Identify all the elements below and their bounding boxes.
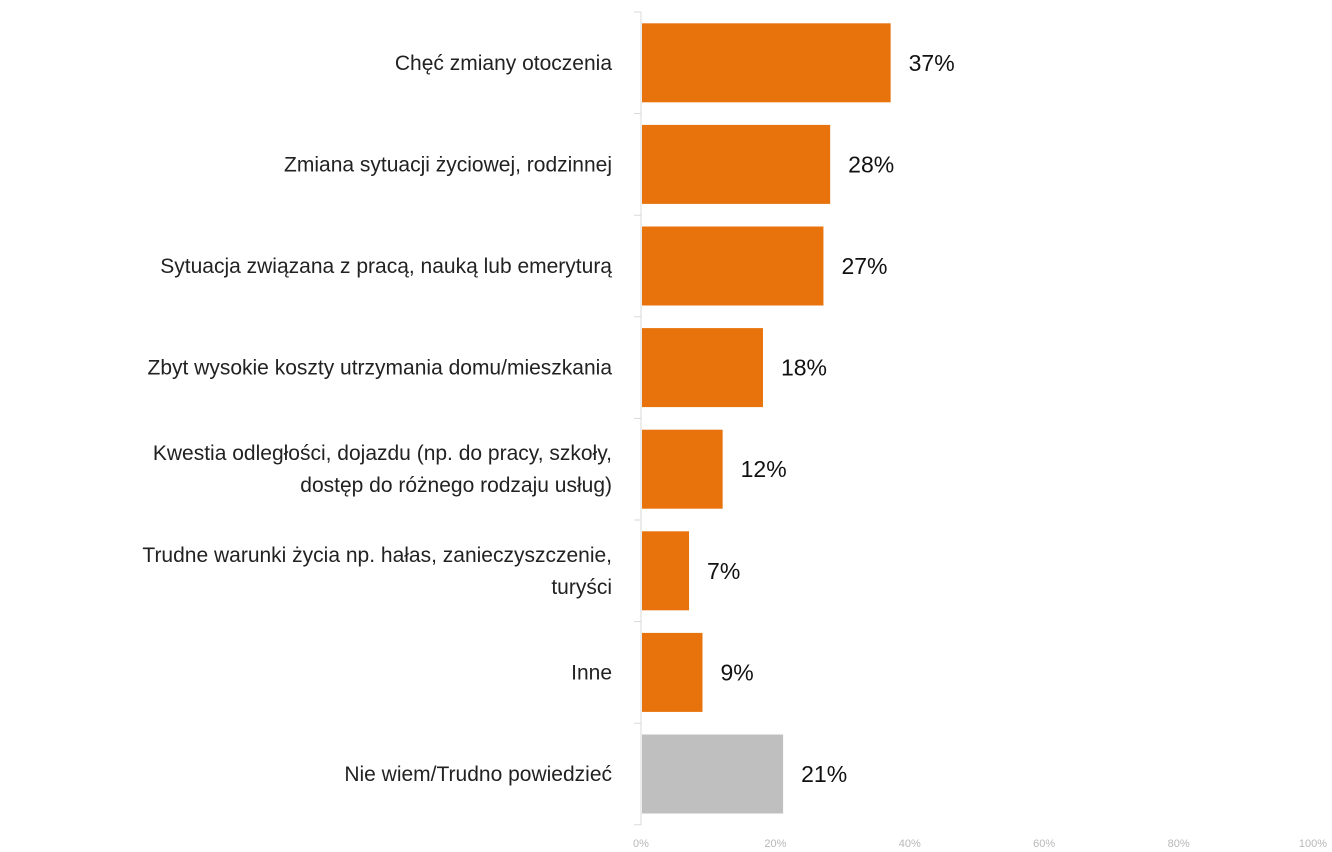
x-tick-label: 0% [633,838,649,850]
category-label: Sytuacja związana z pracą, nauką lub eme… [160,255,612,278]
data-label: 37% [909,50,955,76]
data-label: 28% [848,151,894,177]
bar [642,531,690,611]
category-label: Nie wiem/Trudno powiedzieć [344,763,612,786]
x-tick-label: 40% [899,838,921,850]
x-tick-label: 80% [1168,838,1190,850]
category-label: Chęć zmiany otoczenia [395,52,612,75]
x-tick-label: 100% [1299,838,1327,850]
category-label: Kwestia odległości, dojazdu (np. do prac… [153,442,612,465]
chart-axes: 0% 20% 40% 60% 80% 100% [633,11,1327,850]
data-label: 9% [720,659,753,685]
bar [642,632,703,712]
category-label: Zbyt wysokie koszty utrzymania domu/mies… [148,357,613,380]
data-label: 18% [781,355,827,381]
chart-bars [642,23,891,814]
data-label: 27% [841,253,887,279]
category-label: turyści [551,576,612,599]
bar [642,429,723,509]
bar [642,734,784,814]
bar [642,328,763,408]
bar [642,226,824,306]
bar [642,23,891,103]
chart-labels: 37% Chęć zmiany otoczenia 28% Zmiana sytuac… [142,50,954,787]
data-label: 21% [801,761,847,787]
x-tick-label: 20% [764,838,786,850]
category-label: Inne [571,661,612,684]
category-label: Trudne warunki życia np. hałas, zanieczy… [142,544,612,567]
x-tick-label: 60% [1033,838,1055,850]
category-label: Zmiana sytuacji życiowej, rodzinnej [284,153,612,176]
category-label: dostęp do różnego rodzaju usług) [300,474,612,497]
bar [642,124,831,204]
data-label: 12% [741,456,787,482]
data-label: 7% [707,558,740,584]
